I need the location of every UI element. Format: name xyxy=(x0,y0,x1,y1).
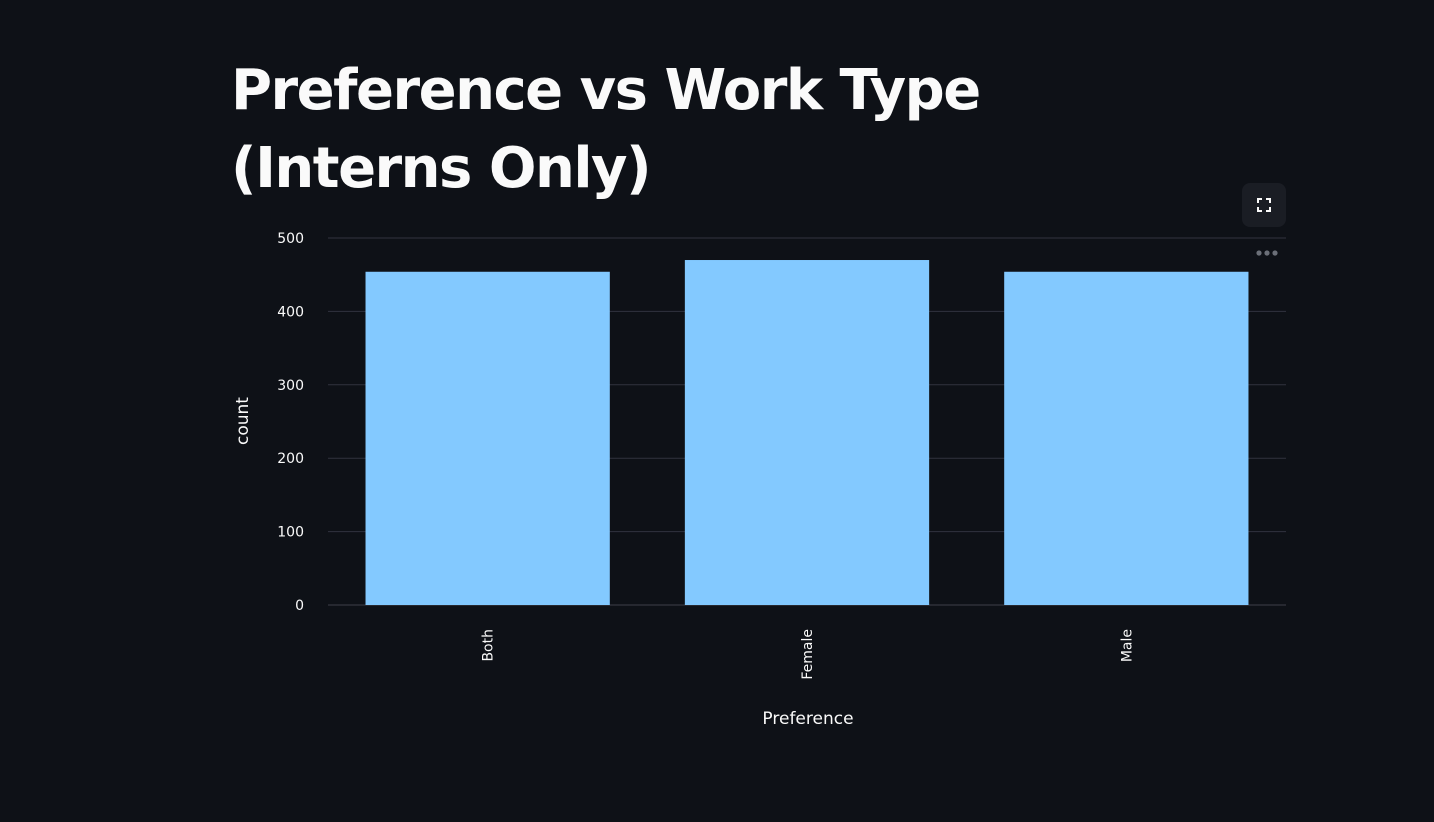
page-title: Preference vs Work Type (Interns Only) xyxy=(231,58,981,201)
fullscreen-button[interactable] xyxy=(1242,183,1286,227)
y-tick-label: 100 xyxy=(277,525,304,541)
x-tick-label: Both xyxy=(481,629,497,662)
bar-female[interactable] xyxy=(684,260,930,605)
chart-menu-button[interactable] xyxy=(1254,246,1280,260)
x-tick-label: Male xyxy=(1119,629,1135,662)
x-axis-title: Preference xyxy=(762,709,853,729)
axes: 0 100 200 300 400 500 Both Female Male xyxy=(277,231,1135,680)
bar-both[interactable] xyxy=(365,271,610,605)
x-tick-label: Female xyxy=(800,629,816,680)
bars xyxy=(365,260,1249,605)
bar-male[interactable] xyxy=(1004,271,1249,605)
y-axis-title: count xyxy=(233,397,253,445)
y-tick-label: 300 xyxy=(277,378,304,394)
y-tick-label: 500 xyxy=(277,231,304,247)
y-tick-label: 400 xyxy=(277,304,304,320)
more-horizontal-icon xyxy=(1256,250,1278,256)
y-tick-label: 0 xyxy=(295,598,304,614)
y-tick-label: 200 xyxy=(277,451,304,467)
expand-icon xyxy=(1257,198,1271,212)
